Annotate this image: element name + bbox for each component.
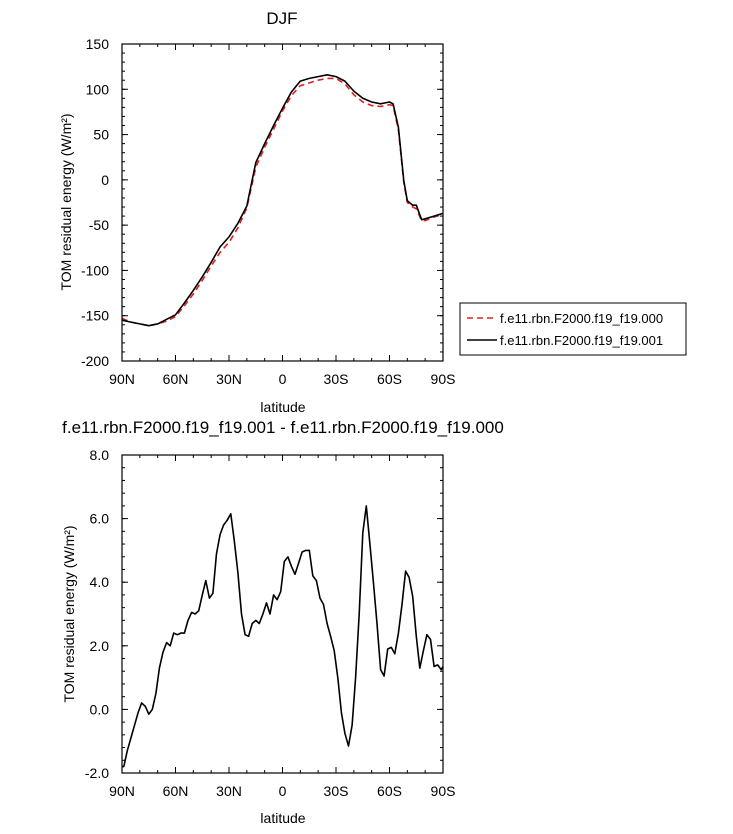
series-line-1	[121, 77, 444, 327]
x-tick-label: 30S	[324, 371, 349, 387]
x-tick-label: 60N	[163, 783, 189, 799]
top-chart-ticks: 90N 60N 30N 0 30S 60S 90S 150 100 50 0 -50 -100 -150 -…	[81, 36, 455, 387]
x-tick-label: 90S	[431, 783, 456, 799]
top-chart-title: DJF	[266, 9, 297, 28]
series-line-1	[122, 505, 444, 768]
bottom-plot-frame	[121, 454, 444, 774]
x-tick-label: 0	[279, 783, 287, 799]
y-tick-label: 100	[86, 81, 110, 97]
x-tick-label: 30N	[216, 371, 242, 387]
y-tick-label: -2.0	[85, 765, 109, 781]
y-tick-label: 150	[86, 36, 110, 52]
series-line-2	[121, 74, 444, 327]
top-x-axis-label: latitude	[260, 399, 305, 415]
x-tick-label: 90N	[109, 371, 135, 387]
x-tick-label: 90N	[109, 783, 135, 799]
y-tick-label: -50	[89, 217, 109, 233]
y-tick-label: -100	[81, 262, 109, 278]
legend-label-series-2: f.e11.rbn.F2000.f19_f19.001	[500, 333, 663, 348]
y-tick-label: -200	[81, 353, 109, 369]
y-tick-label: 8.0	[90, 447, 110, 463]
y-tick-label: 2.0	[90, 638, 110, 654]
x-tick-label: 60S	[377, 783, 402, 799]
bottom-y-axis-label: TOM residual energy (W/m²)	[61, 525, 77, 702]
x-tick-label: 60S	[377, 371, 402, 387]
x-tick-label: 30N	[216, 783, 242, 799]
legend: f.e11.rbn.F2000.f19_f19.000 f.e11.rbn.F2…	[459, 302, 687, 356]
top-chart: DJF 90N 60N 30N 0 30S 60S 90S 150 100 50 0 -50 -100 -…	[58, 9, 687, 415]
y-tick-label: 4.0	[90, 574, 110, 590]
bottom-chart: f.e11.rbn.F2000.f19_f19.001 - f.e11.rbn.…	[61, 418, 504, 826]
x-tick-label: 0	[279, 371, 287, 387]
top-y-axis-label: TOM residual energy (W/m²)	[58, 113, 74, 290]
x-tick-label: 30S	[324, 783, 349, 799]
bottom-chart-title: f.e11.rbn.F2000.f19_f19.001 - f.e11.rbn.…	[62, 418, 504, 437]
top-plot-frame	[121, 43, 444, 362]
y-tick-label: 0.0	[90, 701, 110, 717]
y-tick-label: 0	[101, 172, 109, 188]
y-tick-label: 6.0	[90, 511, 110, 527]
y-tick-label: 50	[93, 127, 109, 143]
bottom-chart-series	[122, 505, 444, 768]
x-tick-label: 60N	[163, 371, 189, 387]
y-tick-label: -150	[81, 308, 109, 324]
bottom-x-axis-label: latitude	[260, 810, 305, 826]
top-chart-series	[121, 74, 444, 327]
x-tick-label: 90S	[431, 371, 456, 387]
legend-box	[459, 302, 687, 356]
legend-label-series-1: f.e11.rbn.F2000.f19_f19.000	[500, 311, 663, 326]
